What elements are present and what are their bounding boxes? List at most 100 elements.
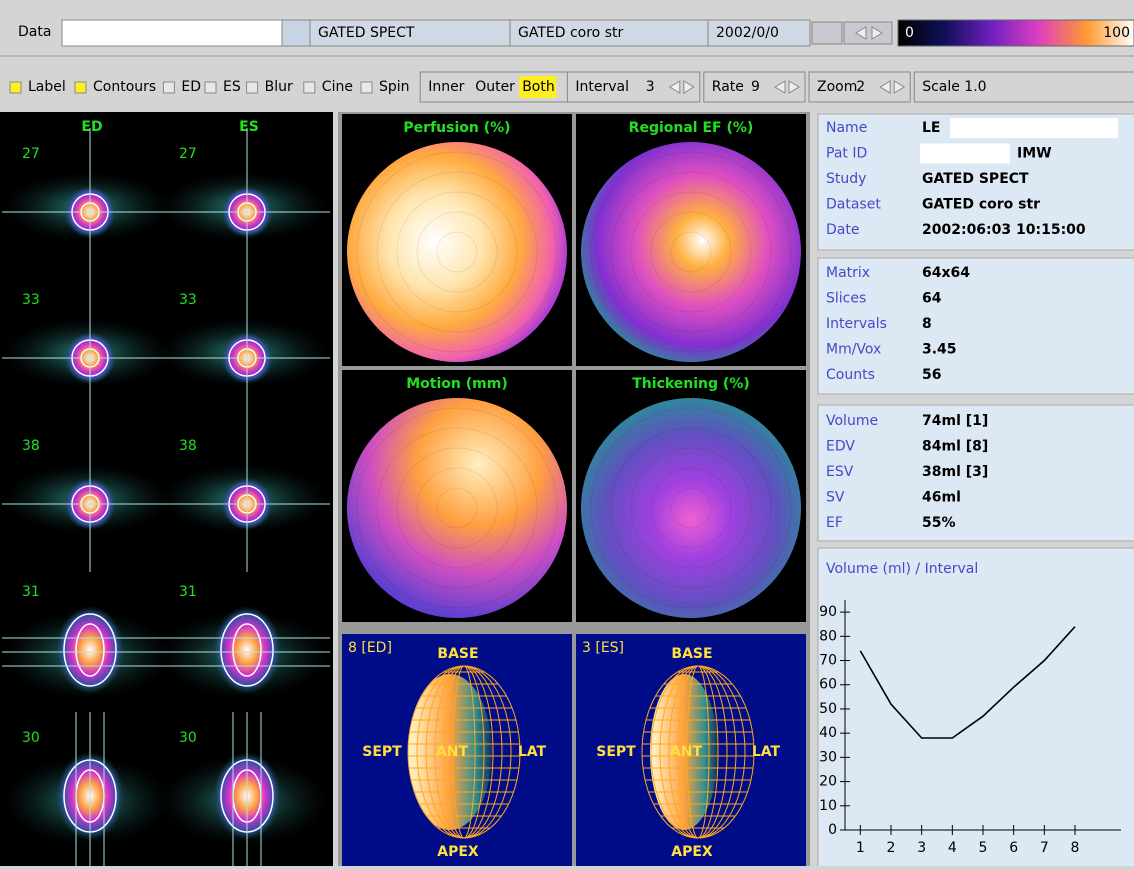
checkbox[interactable] bbox=[205, 82, 216, 93]
orientation-label: ANT bbox=[436, 744, 469, 760]
info-label: Matrix bbox=[826, 265, 870, 281]
x-tick-label: 4 bbox=[948, 840, 957, 856]
info-label: Name bbox=[826, 120, 867, 136]
polar-title: Thickening (%) bbox=[632, 376, 750, 392]
orientation-label: LAT bbox=[518, 744, 547, 760]
orientation-label: APEX bbox=[671, 844, 713, 860]
surface-label: 3 [ES] bbox=[582, 640, 624, 656]
info-label: EDV bbox=[826, 439, 855, 455]
arrows[interactable] bbox=[844, 22, 892, 44]
checkbox-label: ED bbox=[181, 79, 201, 95]
slice-number: 30 bbox=[179, 730, 197, 746]
polar-map bbox=[347, 142, 567, 362]
slice-number: 38 bbox=[22, 438, 40, 454]
orientation-label: SEPT bbox=[362, 744, 402, 760]
y-tick-label: 40 bbox=[819, 725, 837, 741]
slice-blob bbox=[56, 606, 124, 694]
y-tick-label: 80 bbox=[819, 628, 837, 644]
x-tick-label: 7 bbox=[1040, 840, 1049, 856]
checkbox-label: Blur bbox=[265, 79, 293, 95]
info-value: 55% bbox=[922, 515, 956, 531]
scale-label: Scale 1.0 bbox=[922, 79, 986, 95]
slice-number: 27 bbox=[179, 146, 197, 162]
contour-mode[interactable]: Both bbox=[522, 79, 555, 95]
info-label: EF bbox=[826, 515, 843, 531]
info-label: Slices bbox=[826, 291, 866, 307]
polar-map bbox=[347, 398, 567, 618]
contour-mode[interactable]: Outer bbox=[475, 79, 515, 95]
slice-number: 27 bbox=[22, 146, 40, 162]
orientation-label: BASE bbox=[671, 646, 712, 662]
info-value: GATED coro str bbox=[922, 197, 1040, 213]
redacted bbox=[920, 144, 1010, 164]
info-value: 74ml [1] bbox=[922, 413, 988, 429]
field-gap bbox=[282, 20, 310, 46]
info-value: 84ml [8] bbox=[922, 439, 988, 455]
orientation-label: BASE bbox=[437, 646, 478, 662]
checkbox[interactable] bbox=[10, 82, 21, 93]
x-tick-label: 1 bbox=[856, 840, 865, 856]
redacted bbox=[950, 118, 1118, 138]
y-tick-label: 60 bbox=[819, 677, 837, 693]
checkbox[interactable] bbox=[361, 82, 372, 93]
polar-title: Perfusion (%) bbox=[403, 120, 510, 136]
chart-panel bbox=[818, 548, 1134, 866]
y-tick-label: 90 bbox=[819, 604, 837, 620]
data-field[interactable] bbox=[62, 20, 282, 46]
button[interactable] bbox=[812, 22, 842, 44]
stepper-value: 3 bbox=[646, 79, 655, 95]
stepper-label: Zoom bbox=[817, 79, 857, 95]
y-tick-label: 70 bbox=[819, 653, 837, 669]
checkbox-label: Spin bbox=[379, 79, 410, 95]
slice-header: ED bbox=[81, 119, 102, 135]
slice-number: 38 bbox=[179, 438, 197, 454]
slice-number: 30 bbox=[22, 730, 40, 746]
field-text: GATED coro str bbox=[518, 25, 623, 41]
surface-label: 8 [ED] bbox=[348, 640, 392, 656]
slice-number: 33 bbox=[179, 292, 197, 308]
chart-title: Volume (ml) / Interval bbox=[826, 561, 978, 577]
polar-map bbox=[581, 142, 801, 362]
info-label: Date bbox=[826, 222, 859, 238]
y-tick-label: 30 bbox=[819, 749, 837, 765]
info-label: Pat ID bbox=[826, 146, 867, 162]
orientation-label: SEPT bbox=[596, 744, 636, 760]
info-value: 46ml bbox=[922, 490, 961, 506]
checkbox[interactable] bbox=[304, 82, 315, 93]
checkbox[interactable] bbox=[163, 82, 174, 93]
y-tick-label: 10 bbox=[819, 798, 837, 814]
slice-number: 33 bbox=[22, 292, 40, 308]
contour-mode[interactable]: Inner bbox=[428, 79, 464, 95]
info-label: Study bbox=[826, 171, 866, 187]
info-value: 38ml [3] bbox=[922, 464, 988, 480]
info-label: SV bbox=[826, 490, 845, 506]
orientation-label: APEX bbox=[437, 844, 479, 860]
y-tick-label: 50 bbox=[819, 701, 837, 717]
info-value: IMW bbox=[1017, 146, 1052, 162]
checkbox[interactable] bbox=[75, 82, 86, 93]
x-tick-label: 5 bbox=[979, 840, 988, 856]
polar-map bbox=[581, 398, 801, 618]
info-label: Counts bbox=[826, 367, 875, 383]
colorbar-max: 100 bbox=[1103, 25, 1130, 41]
checkbox[interactable] bbox=[247, 82, 258, 93]
slice-header: ES bbox=[239, 119, 259, 135]
y-tick-label: 0 bbox=[828, 822, 837, 838]
polar-title: Regional EF (%) bbox=[629, 120, 754, 136]
info-value: 3.45 bbox=[922, 342, 957, 358]
field-text: GATED SPECT bbox=[318, 25, 415, 41]
info-value: GATED SPECT bbox=[922, 171, 1029, 187]
stepper-label: Rate bbox=[712, 79, 744, 95]
checkbox-label: ES bbox=[223, 79, 241, 95]
stepper-label: Interval bbox=[575, 79, 629, 95]
slice-blob bbox=[213, 606, 281, 694]
info-label: Mm/Vox bbox=[826, 342, 881, 358]
x-tick-label: 8 bbox=[1071, 840, 1080, 856]
info-value: 64x64 bbox=[922, 265, 970, 281]
info-label: Dataset bbox=[826, 197, 881, 213]
orientation-label: LAT bbox=[752, 744, 781, 760]
info-value: 2002:06:03 10:15:00 bbox=[922, 222, 1086, 238]
orientation-label: ANT bbox=[670, 744, 703, 760]
info-value: 56 bbox=[922, 367, 941, 383]
stepper-value: 9 bbox=[751, 79, 760, 95]
